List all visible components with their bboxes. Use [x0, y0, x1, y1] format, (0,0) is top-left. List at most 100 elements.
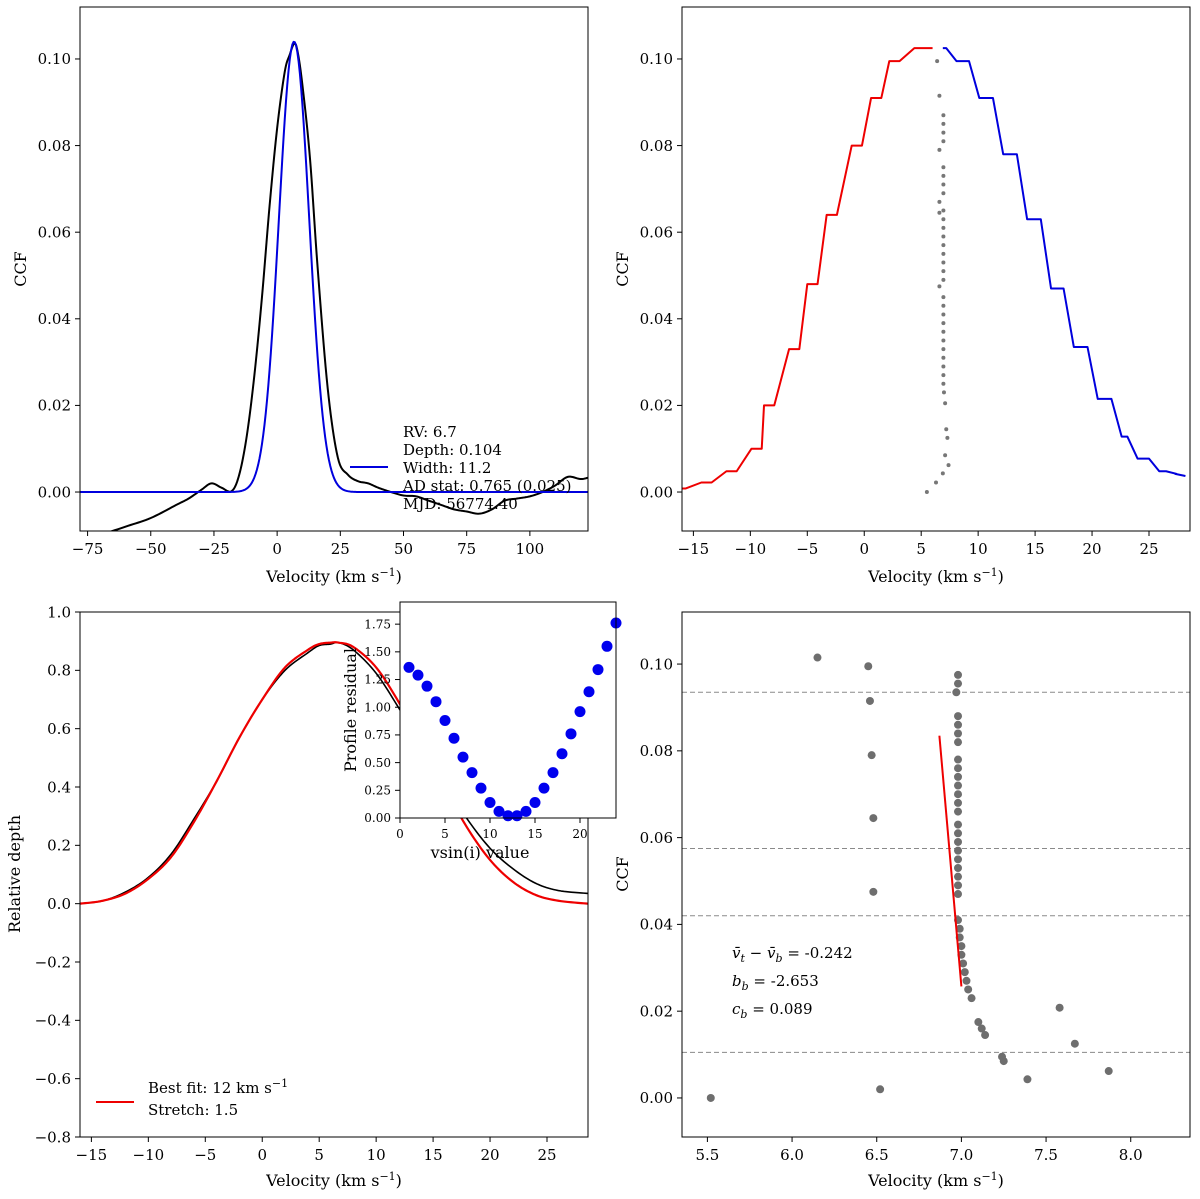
y-axis-label: CCF: [613, 251, 632, 287]
x-tick-label: 6.0: [780, 1146, 804, 1164]
bisector-velocity-point: [954, 729, 963, 738]
bisector-velocity-point: [954, 798, 963, 807]
bisector-velocity-point: [1023, 1075, 1032, 1084]
bisector-velocity-point: [962, 976, 971, 985]
y-tick-label: 0.00: [38, 483, 71, 501]
inset-y-tick-label: 1.25: [364, 673, 391, 687]
y-tick-label: 0.06: [38, 223, 71, 241]
bisector-point: [943, 453, 948, 458]
x-tick-label: 100: [516, 540, 545, 558]
bisector-velocity-point: [1104, 1067, 1113, 1076]
x-tick-label: 5: [916, 540, 926, 558]
y-tick-label: −0.6: [35, 1070, 71, 1088]
bottom-right-bisector-scatter-panel: 5.5 6.0 6.5 7.0 7.5 8.0 0.00 0.02 0.04 0.06 0.08 0.…: [613, 611, 1191, 1190]
legend-best-fit: Best fit: 12 km s−1: [148, 1077, 288, 1097]
inset-residual-point: [403, 661, 415, 673]
bisector-velocity-point: [954, 863, 963, 872]
inset-residual-point: [421, 680, 433, 692]
x-tick-label: 25: [331, 540, 350, 558]
bisector-point: [937, 93, 942, 98]
x-tick-label: −10: [133, 1146, 165, 1164]
bisector-point: [941, 390, 946, 395]
y-tick-label: 0.02: [38, 397, 71, 415]
bisector-velocity-point: [869, 814, 878, 823]
x-tick-label: −15: [678, 540, 710, 558]
inset-residual-point: [484, 796, 496, 808]
bisector-point: [937, 199, 942, 204]
bisector-velocity-point: [876, 1085, 885, 1094]
inset-residual-point: [448, 732, 460, 744]
bisector-velocity-point: [954, 772, 963, 781]
y-tick-label: 0.06: [640, 223, 673, 241]
inset-y-tick-label: 0.25: [364, 784, 391, 798]
y-axis-label: CCF: [613, 856, 632, 892]
bisector-velocity-point: [865, 696, 874, 705]
bisector-velocity-point: [954, 755, 963, 764]
bisector-point: [941, 364, 946, 369]
inset-residual-point: [511, 810, 523, 822]
y-tick-label: −0.2: [35, 953, 71, 971]
bisector-velocity-point: [867, 751, 876, 760]
x-tick-label: 10: [367, 1146, 386, 1164]
bisector-velocity-point: [954, 855, 963, 864]
bisector-velocity-point: [960, 968, 969, 977]
bottom-left-legend: Best fit: 12 km s−1 Stretch: 1.5: [96, 1077, 288, 1119]
bisector-velocity-point: [954, 881, 963, 890]
legend-rv: RV: 6.7: [403, 423, 457, 441]
bottom-left-profile-panel: −15 −10 −5 0 5 10 15 20 25 −0.8 −0.6 −0.4 −0.2 0.0 0.2…: [5, 601, 622, 1190]
x-tick-label: 15: [1026, 540, 1045, 558]
bisector-point: [941, 338, 946, 343]
y-tick-label: 0.00: [640, 483, 673, 501]
blue-wing-left-line: [682, 47, 933, 490]
x-tick-label: 7.0: [949, 1146, 973, 1164]
x-tick-label: 0: [257, 1146, 267, 1164]
bisector-velocity-point: [998, 1052, 1007, 1061]
bisector-point: [941, 260, 946, 265]
bisector-point: [941, 303, 946, 308]
x-tick-label: 0: [272, 540, 282, 558]
inset-residual-point: [412, 669, 424, 681]
observed-profile-line: [80, 641, 588, 905]
bisector-point: [941, 269, 946, 274]
y-tick-label: 0.02: [640, 1002, 673, 1020]
bisector-fit-line: [938, 735, 963, 987]
inset-y-tick-label: 1.00: [364, 700, 391, 714]
x-tick-label: −15: [76, 1146, 108, 1164]
bisector-velocity-point: [954, 712, 963, 721]
inset-x-tick-label: 10: [482, 827, 497, 841]
x-tick-label: 6.5: [865, 1146, 889, 1164]
legend-width: Width: 11.2: [403, 459, 491, 477]
bisector-velocity-point: [954, 807, 963, 816]
bisector-velocity-point: [954, 837, 963, 846]
bisector-point: [941, 113, 946, 118]
inset-residual-point: [502, 810, 514, 822]
y-tick-label: 0.6: [47, 720, 71, 738]
x-tick-label: 15: [424, 1146, 443, 1164]
x-tick-label: 20: [480, 1146, 499, 1164]
bisector-velocity-point: [954, 781, 963, 790]
y-tick-label: 0.08: [640, 742, 673, 760]
x-tick-label: −50: [135, 540, 167, 558]
wing-right-line: [942, 47, 1186, 477]
inset-x-tick-label: 15: [527, 827, 542, 841]
y-tick-label: 0.08: [38, 137, 71, 155]
bisector-point: [941, 217, 946, 222]
inset-x-tick-label: 20: [572, 827, 587, 841]
bisector-velocity-point: [954, 720, 963, 729]
x-axis-label: Velocity (km s−1): [867, 1170, 1004, 1190]
x-tick-label: 20: [1082, 540, 1101, 558]
bisector-point: [941, 373, 946, 378]
x-tick-label: 50: [394, 540, 413, 558]
inset-y-axis-label: Profile residual: [341, 648, 360, 772]
bisector-point: [941, 321, 946, 326]
bisector-velocity-point: [954, 872, 963, 881]
y-axis-label: Relative depth: [5, 815, 24, 933]
y-tick-label: 0.04: [640, 310, 673, 328]
bisector-velocity-point: [954, 679, 963, 688]
bisector-point: [941, 234, 946, 239]
legend-mjd: MJD: 56774.40: [403, 495, 518, 513]
gaussian-fit-line: [80, 40, 588, 494]
y-tick-label: 0.02: [640, 397, 673, 415]
x-tick-label: 0: [859, 540, 869, 558]
